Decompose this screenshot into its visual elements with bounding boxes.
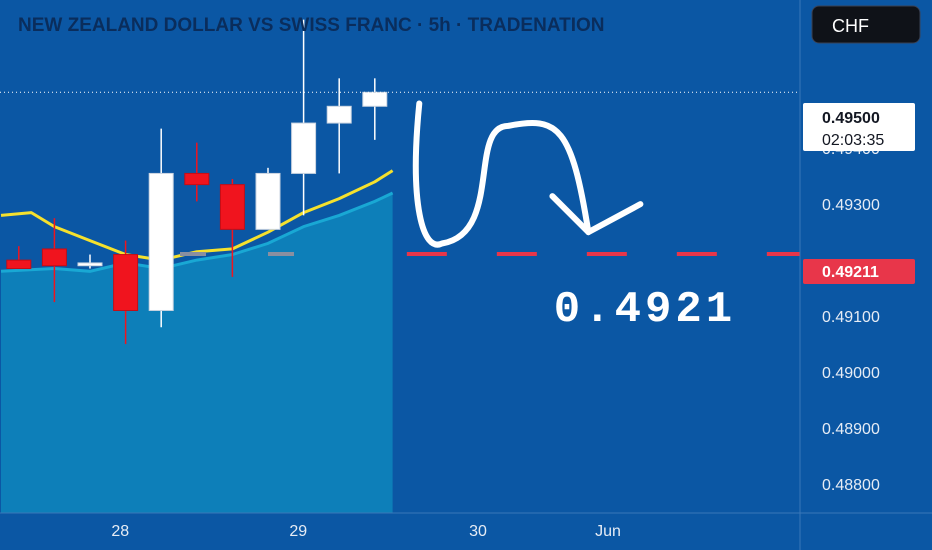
area-line	[0, 191, 394, 273]
current-price-label: 0.49500	[822, 110, 880, 127]
candle-bull	[326, 105, 352, 124]
candle-bull	[77, 262, 103, 267]
time-axis-label: 29	[289, 523, 307, 540]
annotation-layer: 0.4921	[412, 100, 736, 335]
candles-layer	[6, 19, 388, 345]
countdown-label: 02:03:35	[822, 132, 884, 149]
time-axis-label: 28	[111, 523, 129, 540]
price-axis-label: 0.49100	[822, 309, 880, 326]
projection-arrow-head	[549, 193, 644, 236]
chart-title: NEW ZEALAND DOLLAR VS SWISS FRANC · 5h ·…	[18, 15, 605, 36]
candle-bull	[362, 91, 388, 107]
candle-bull	[148, 172, 174, 311]
marked-level-badge	[803, 259, 915, 284]
current-price-badge	[803, 103, 915, 151]
currency-button-bg[interactable]	[811, 5, 921, 44]
price-lines-layer	[0, 91, 800, 256]
candle-bear	[219, 184, 245, 230]
time-axis-label: 30	[469, 523, 487, 540]
price-axis-label: 0.48800	[822, 477, 880, 494]
price-axis-label: 0.48900	[822, 421, 880, 438]
price-axis-label: 0.49300	[822, 197, 880, 214]
area-layer	[0, 191, 394, 513]
candle-bull	[291, 122, 317, 174]
candle-bear	[113, 254, 139, 311]
candle-bear	[41, 248, 67, 267]
currency-button[interactable]: CHF	[811, 5, 921, 44]
projection-arrow-path	[412, 100, 592, 248]
candle-bear	[6, 259, 32, 270]
time-axis-labels: 28 29 30 Jun	[111, 523, 621, 540]
time-axis-label: Jun	[595, 523, 621, 540]
currency-button-label[interactable]: CHF	[832, 16, 869, 36]
marked-level-label: 0.49211	[822, 264, 879, 281]
price-badges: 0.49500 02:03:35 0.49211	[803, 103, 915, 284]
target-price-annotation: 0.4921	[554, 285, 736, 335]
area-fill	[1, 193, 393, 513]
candle-bull	[255, 172, 281, 230]
candle-bear	[184, 172, 210, 186]
price-axis-label: 0.49000	[822, 365, 880, 382]
